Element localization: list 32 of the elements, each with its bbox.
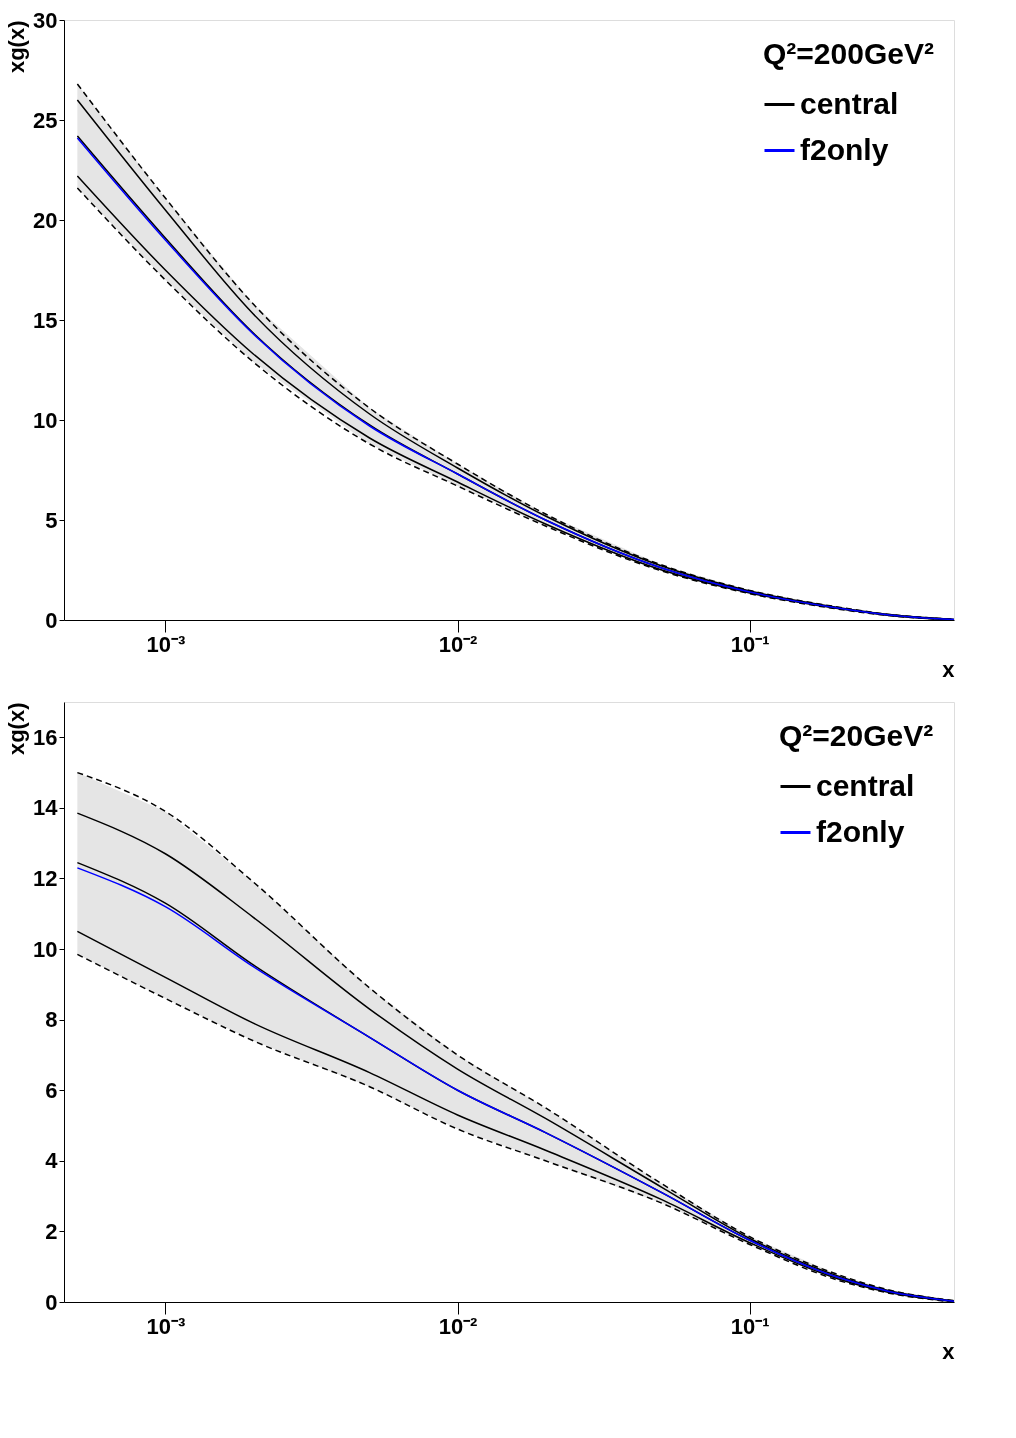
x-tick-label: 10⁻² [438, 1313, 478, 1339]
y-tick-label: 10 [33, 407, 58, 433]
y-tick-label: 5 [45, 507, 58, 533]
legend-label: central [816, 768, 915, 802]
legend-label: f2only [816, 814, 905, 848]
y-tick-label: 16 [33, 724, 58, 750]
x-tick-label: 10⁻² [438, 631, 478, 657]
y-tick-label: 25 [33, 107, 58, 133]
legend-label: central [800, 86, 899, 120]
y-tick-label: 30 [33, 7, 58, 33]
legend-title: Q²=20GeV² [779, 719, 934, 752]
x-tick-label: 10⁻³ [146, 631, 186, 657]
x-tick-label: 10⁻¹ [730, 1313, 770, 1339]
legend-label: f2only [800, 132, 889, 166]
legend-title: Q²=200GeV² [763, 37, 934, 70]
y-tick-label: 2 [45, 1218, 58, 1244]
y-tick-label: 20 [33, 207, 58, 233]
y-tick-label: 0 [45, 607, 58, 633]
y-tick-label: 12 [33, 865, 58, 891]
y-axis-title: xg(x) [4, 20, 30, 74]
x-tick-label: 10⁻³ [146, 1313, 186, 1339]
x-axis-title: x [942, 656, 956, 682]
y-tick-label: 15 [33, 307, 58, 333]
y-tick-label: 8 [45, 1007, 58, 1033]
y-tick-label: 6 [45, 1077, 58, 1103]
x-axis-title: x [942, 1338, 956, 1364]
y-axis-title: xg(x) [4, 702, 30, 756]
y-tick-label: 0 [45, 1289, 58, 1315]
x-tick-label: 10⁻¹ [730, 631, 770, 657]
y-tick-label: 4 [45, 1148, 59, 1174]
y-tick-label: 10 [33, 936, 58, 962]
y-tick-label: 14 [33, 795, 59, 821]
